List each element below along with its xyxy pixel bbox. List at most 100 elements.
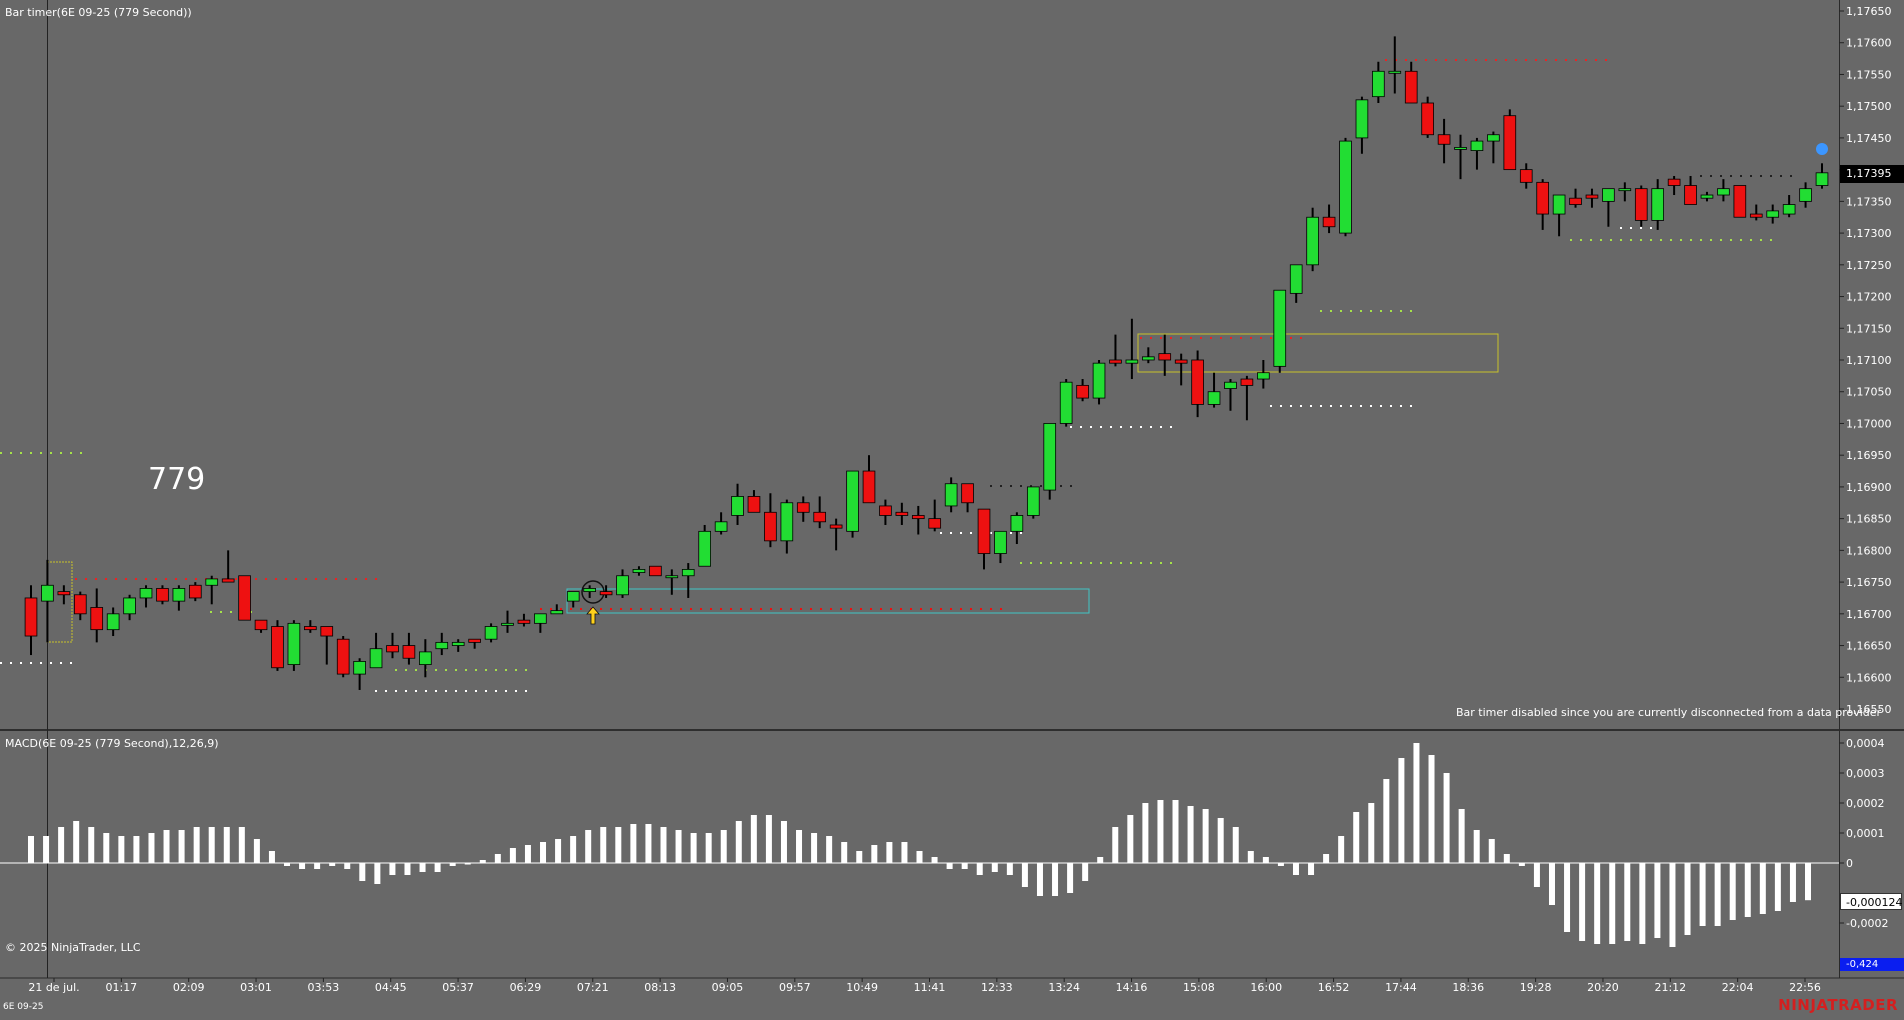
candle bbox=[665, 569, 679, 595]
disconnected-message: Bar timer disabled since you are current… bbox=[1456, 706, 1882, 719]
macd-bar bbox=[720, 830, 727, 863]
time-tick-label: 13:24 bbox=[1048, 981, 1080, 994]
macd-bar bbox=[1398, 758, 1405, 863]
time-tick-label: 02:09 bbox=[173, 981, 205, 994]
candle-body bbox=[1733, 185, 1747, 218]
candle-body bbox=[911, 515, 925, 520]
time-tick-label: 10:49 bbox=[846, 981, 878, 994]
candle bbox=[550, 604, 564, 615]
candle-body bbox=[205, 578, 219, 586]
macd-bar bbox=[434, 863, 441, 872]
signal-arrow-marker bbox=[586, 606, 600, 625]
candle-body bbox=[41, 584, 54, 602]
macd-bar bbox=[916, 851, 923, 863]
macd-bar bbox=[931, 857, 938, 863]
macd-bar bbox=[1774, 863, 1781, 911]
macd-bar bbox=[901, 842, 908, 863]
macd-bar bbox=[826, 836, 833, 863]
candle bbox=[24, 585, 38, 656]
candle-body bbox=[1585, 194, 1599, 199]
range-box-yellow bbox=[1137, 333, 1499, 373]
candle bbox=[1109, 334, 1122, 367]
macd-bar bbox=[1202, 809, 1209, 863]
candle bbox=[566, 591, 580, 608]
candle-body bbox=[780, 502, 794, 542]
brand-logo: NINJATRADER bbox=[1778, 996, 1898, 1014]
candle-body bbox=[1470, 140, 1484, 151]
candle bbox=[1010, 512, 1024, 545]
macd-bar bbox=[1654, 863, 1661, 938]
candle-body bbox=[632, 569, 646, 573]
candle bbox=[977, 508, 991, 570]
macd-tick-label: 0,0004 bbox=[1846, 737, 1885, 750]
macd-bar bbox=[1323, 854, 1330, 863]
macd-bar bbox=[193, 827, 200, 863]
candle-body bbox=[1667, 178, 1681, 186]
candle-body bbox=[764, 511, 777, 542]
candle-body bbox=[1782, 204, 1796, 215]
candle bbox=[90, 588, 104, 643]
candle-body bbox=[468, 638, 481, 643]
time-tick-label: 20:20 bbox=[1587, 981, 1619, 994]
candle bbox=[1733, 185, 1747, 218]
macd-bar bbox=[314, 863, 321, 869]
candle bbox=[1815, 163, 1829, 189]
macd-bar bbox=[1217, 818, 1224, 863]
macd-bar bbox=[238, 827, 245, 863]
macd-tick-label: 0,0001 bbox=[1846, 827, 1885, 840]
candle-body bbox=[1076, 384, 1089, 399]
macd-bar bbox=[765, 815, 772, 863]
candle bbox=[188, 582, 202, 602]
candle bbox=[402, 632, 416, 665]
macd-bar bbox=[946, 863, 953, 869]
time-tick-label: 03:01 bbox=[240, 981, 272, 994]
candle-body bbox=[698, 530, 711, 567]
macd-bar bbox=[796, 830, 803, 863]
macd-bar bbox=[253, 839, 260, 863]
candle bbox=[254, 619, 268, 633]
candle bbox=[928, 499, 942, 532]
candle bbox=[1339, 137, 1352, 237]
candle-body bbox=[944, 483, 958, 507]
candle bbox=[172, 585, 186, 611]
candle-body bbox=[1339, 140, 1352, 234]
candle bbox=[1207, 372, 1221, 408]
candle-body bbox=[517, 619, 531, 624]
candle bbox=[698, 524, 711, 567]
candle bbox=[649, 565, 662, 577]
candle-body bbox=[353, 661, 366, 675]
candle bbox=[1437, 118, 1451, 164]
candle-body bbox=[1355, 99, 1369, 139]
candle bbox=[1749, 204, 1763, 221]
macd-bar bbox=[1262, 857, 1269, 863]
candle-body bbox=[1207, 391, 1221, 405]
live-dot-marker bbox=[1816, 143, 1828, 155]
macd-bar bbox=[1383, 779, 1390, 863]
macd-bar bbox=[329, 863, 336, 866]
macd-bar bbox=[1548, 863, 1555, 905]
macd-bar bbox=[555, 839, 562, 863]
range-box-small bbox=[46, 561, 73, 643]
candle-body bbox=[829, 524, 843, 529]
macd-bar bbox=[1609, 863, 1616, 944]
macd-tick-label: -0,0002 bbox=[1846, 917, 1888, 930]
candle bbox=[1651, 179, 1665, 230]
price-tick-label: 1,17600 bbox=[1846, 37, 1892, 50]
macd-bar bbox=[524, 845, 531, 863]
candle-body bbox=[106, 613, 120, 631]
macd-bar bbox=[735, 821, 742, 863]
candle bbox=[747, 490, 761, 513]
macd-bar bbox=[449, 863, 456, 866]
candle bbox=[1076, 379, 1089, 402]
macd-bar bbox=[1669, 863, 1676, 947]
candle-body bbox=[1684, 185, 1697, 205]
candle bbox=[1766, 204, 1780, 224]
candle-body bbox=[419, 651, 432, 665]
price-tick-label: 1,16800 bbox=[1846, 544, 1892, 557]
macd-bar bbox=[389, 863, 396, 875]
candle-body bbox=[1487, 134, 1500, 142]
candle-body bbox=[435, 641, 449, 650]
candle bbox=[304, 620, 317, 633]
